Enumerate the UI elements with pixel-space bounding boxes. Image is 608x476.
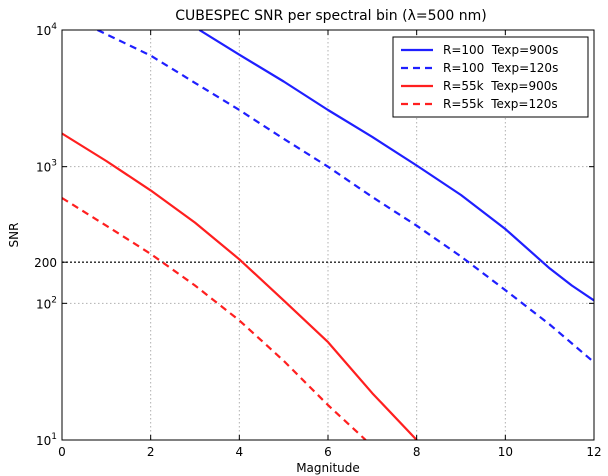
x-tick-label: 8 xyxy=(413,445,421,459)
y-tick-label: 200 xyxy=(34,256,57,270)
x-tick-label: 6 xyxy=(324,445,332,459)
legend-label: R=55k Texp=120s xyxy=(443,97,558,111)
x-tick-label: 12 xyxy=(586,445,601,459)
axis-ticks: 0 2 4 6 8 10 12 101 102 200 103 104 xyxy=(34,22,602,459)
y-tick-label: 101 xyxy=(36,432,57,448)
y-tick-label: 103 xyxy=(36,159,57,175)
legend-label: R=55k Texp=900s xyxy=(443,79,558,93)
x-axis-label: Magnitude xyxy=(296,461,360,475)
legend-label: R=100 Texp=120s xyxy=(443,61,558,75)
legend: R=100 Texp=900s R=100 Texp=120s R=55k Texp… xyxy=(392,36,589,118)
series-line-1 xyxy=(198,30,594,302)
series-line-3 xyxy=(62,132,418,440)
series-lines xyxy=(62,30,594,440)
x-tick-label: 2 xyxy=(147,445,155,459)
series-line-2 xyxy=(97,30,594,364)
chart-title: CUBESPEC SNR per spectral bin (λ=500 nm) xyxy=(175,8,487,24)
x-tick-label: 0 xyxy=(58,445,66,459)
legend-label: R=100 Texp=900s xyxy=(443,43,558,57)
y-tick-label: 104 xyxy=(36,22,57,38)
x-tick-label: 10 xyxy=(498,445,513,459)
series-line-4 xyxy=(62,197,367,440)
y-tick-label: 102 xyxy=(36,295,57,311)
y-axis-label: SNR xyxy=(7,223,21,248)
x-tick-label: 4 xyxy=(236,445,244,459)
